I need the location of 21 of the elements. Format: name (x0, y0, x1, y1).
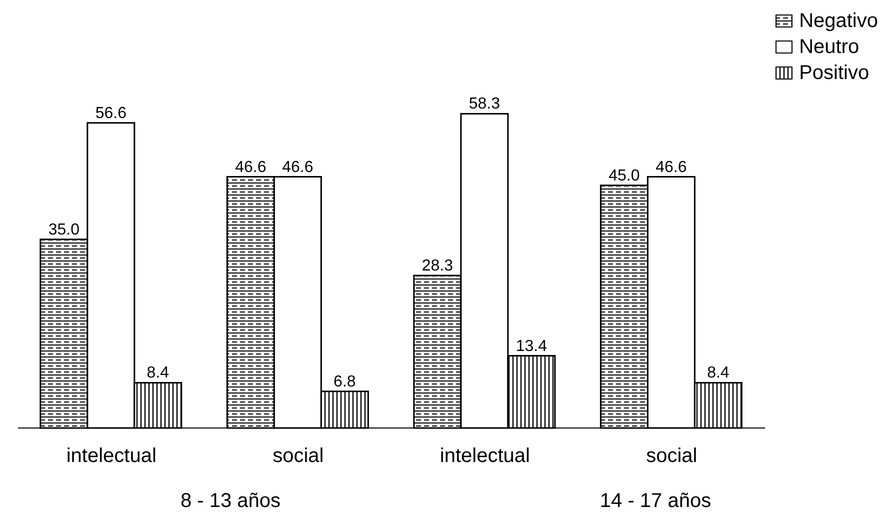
text: 14 - 17 años (598, 490, 712, 513)
data-label: 46.6 (235, 158, 266, 176)
data-label: 28.3 (422, 257, 454, 274)
data-label: 6.8 (334, 373, 356, 390)
data-label: 13.4 (516, 338, 548, 355)
legend-label: Negativo (799, 9, 878, 34)
text: 8 - 13 años (179, 490, 282, 513)
x-tick-label: social (272, 445, 324, 468)
data-label: 8.4 (707, 364, 730, 382)
x-tick-label: intelectual (66, 445, 156, 468)
x-tick-label: intelectual (440, 445, 530, 468)
legend-label: Positivo (799, 61, 870, 86)
x-tick-label: social (646, 445, 698, 468)
legend-label: Neutro (799, 35, 860, 60)
data-label: 46.6 (282, 158, 314, 176)
data-label: 46.6 (656, 158, 687, 176)
data-label: 35.0 (48, 221, 80, 238)
data-label: 58.3 (468, 96, 500, 113)
data-label: 8.4 (146, 364, 170, 382)
data-label: 56.6 (95, 104, 127, 122)
data-label: 45.0 (608, 167, 640, 184)
